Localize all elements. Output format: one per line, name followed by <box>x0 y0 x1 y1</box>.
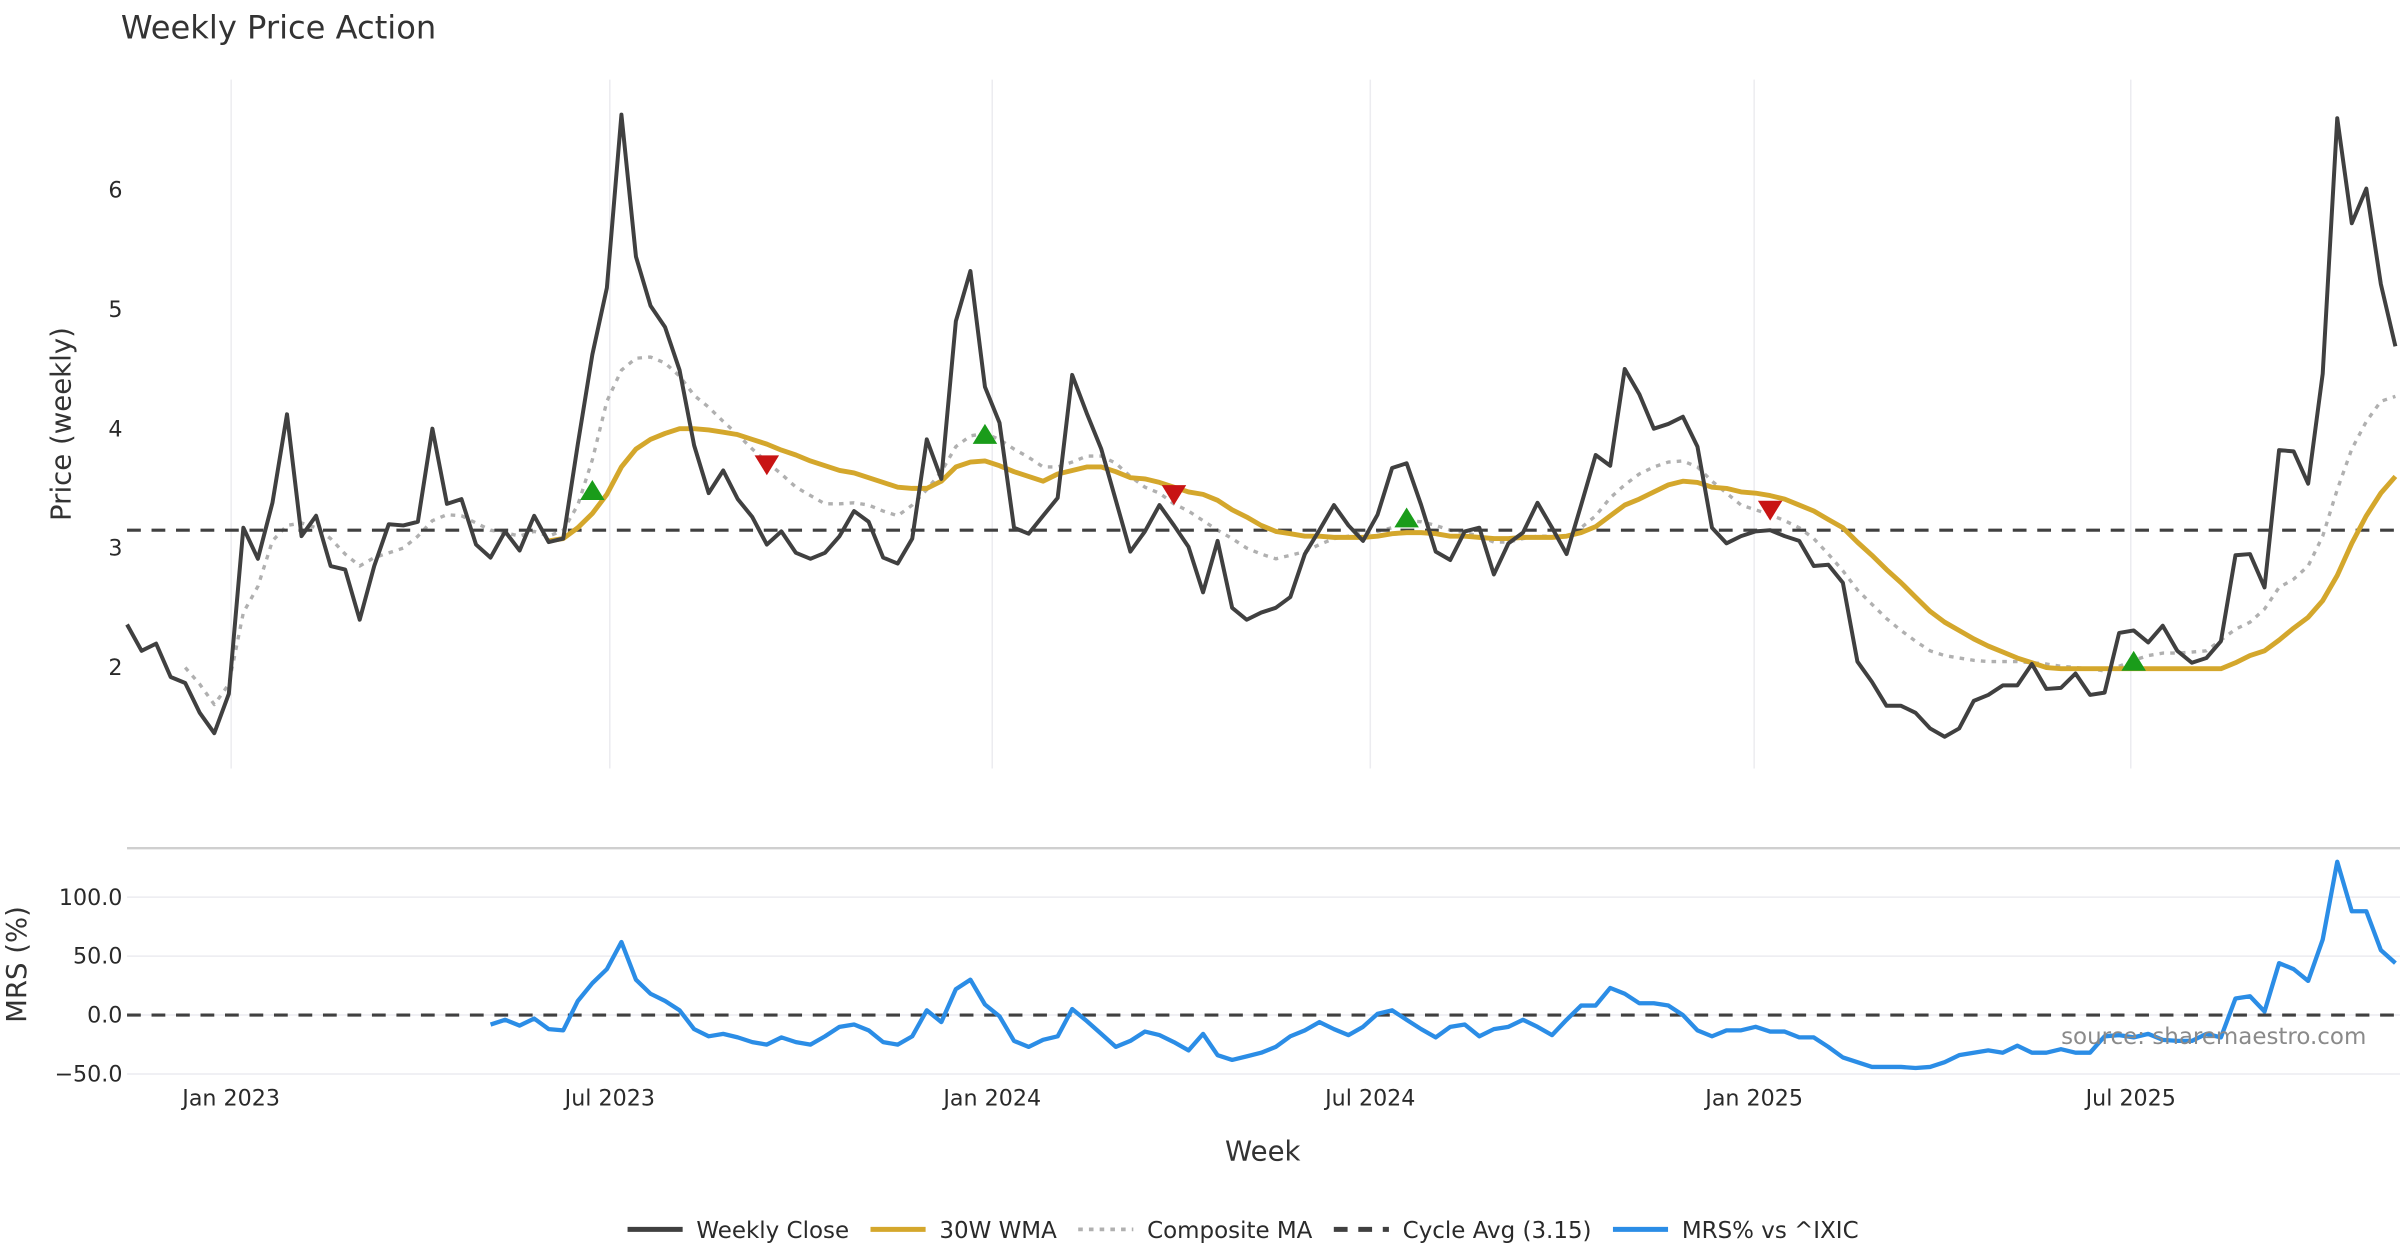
buy-signal-marker <box>2121 650 2146 671</box>
x-tick-label: Jul 2025 <box>2084 1085 2176 1111</box>
mrs-y-tick-label: 50.0 <box>73 944 122 970</box>
x-tick-label: Jul 2023 <box>563 1085 655 1111</box>
price-y-tick-label: 3 <box>108 536 122 562</box>
legend-label: 30W WMA <box>939 1218 1057 1244</box>
sell-signal-marker <box>754 455 780 476</box>
x-tick-label: Jan 2025 <box>1703 1085 1803 1111</box>
30w-wma-line <box>548 426 2398 672</box>
buy-signal-marker <box>1394 507 1419 528</box>
price-signal-markers <box>580 423 2146 671</box>
price-y-tick-label: 2 <box>108 655 122 681</box>
price-series <box>125 112 2400 739</box>
mrs-panel: 100.0 50.0 0.0 −50.0 MRS (%) source: sharem… <box>1 859 2400 1088</box>
chart-title: Weekly Price Action <box>121 8 436 46</box>
legend-label: Cycle Avg (3.15) <box>1403 1218 1592 1244</box>
legend-item-30w-wma: 30W WMA <box>870 1218 1057 1244</box>
legend-label: Composite MA <box>1147 1218 1313 1244</box>
price-y-axis-ticks: 2 3 4 5 6 <box>108 177 122 681</box>
weekly-close-line <box>125 112 2398 739</box>
legend-item-composite-ma: Composite MA <box>1078 1218 1313 1244</box>
legend-item-weekly-close: Weekly Close <box>627 1218 849 1244</box>
x-tick-label: Jul 2024 <box>1323 1085 1415 1111</box>
x-tick-label: Jan 2023 <box>180 1085 280 1111</box>
legend-item-mrs-vs-ixic: MRS% vs ^IXIC <box>1612 1218 1859 1244</box>
x-tick-label: Jan 2024 <box>941 1085 1041 1111</box>
legend-label: MRS% vs ^IXIC <box>1682 1218 1859 1244</box>
price-y-tick-label: 6 <box>108 177 122 203</box>
mrs-y-axis-title: MRS (%) <box>1 906 33 1023</box>
price-y-tick-label: 4 <box>108 416 122 442</box>
buy-signal-marker <box>972 423 998 444</box>
mrs-y-tick-label: 0.0 <box>87 1003 122 1029</box>
mrs-vs-ixic-line <box>489 859 2397 1071</box>
buy-signal-marker <box>580 480 605 500</box>
price-panel: 2 3 4 5 6 Price (weekly) <box>45 79 2400 769</box>
mrs-y-tick-label: 100.0 <box>59 885 123 911</box>
mrs-series <box>127 859 2400 1071</box>
price-vertical-gridlines <box>230 79 2132 769</box>
sell-signal-marker <box>1757 500 1783 521</box>
x-axis-title: Week <box>1225 1135 1301 1167</box>
x-axis-ticks: Jan 2023 Jul 2023 Jan 2024 Jul 2024 Jan 2025… <box>180 1085 2176 1111</box>
legend-item-cycle-avg-3-15: Cycle Avg (3.15) <box>1333 1218 1592 1244</box>
source-annotation: source: sharemaestro.com <box>2061 1024 2366 1050</box>
price-y-axis-title: Price (weekly) <box>45 327 77 521</box>
legend-label: Weekly Close <box>696 1218 849 1244</box>
price-y-tick-label: 5 <box>108 297 122 323</box>
legend: Weekly Close 30W WMA Composite MA Cycle Avg… <box>627 1218 1859 1244</box>
mrs-y-axis-ticks: 100.0 50.0 0.0 −50.0 <box>54 885 122 1088</box>
sell-signal-marker <box>1161 485 1187 506</box>
mrs-y-tick-label: −50.0 <box>54 1062 122 1088</box>
